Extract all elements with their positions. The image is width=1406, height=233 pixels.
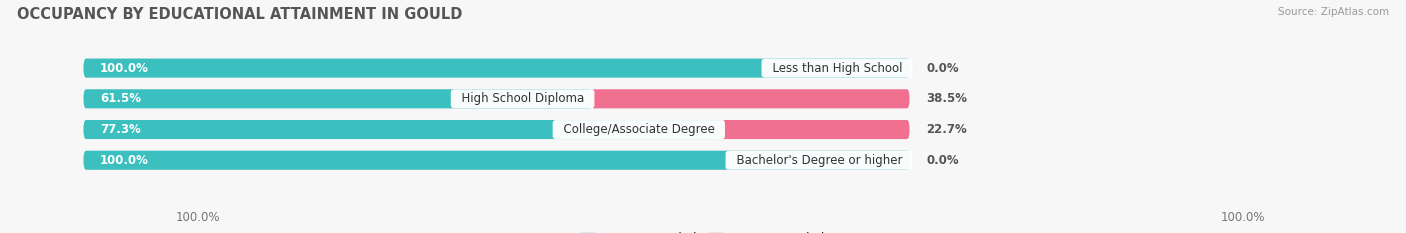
Text: 100.0%: 100.0% [1220, 211, 1265, 224]
FancyBboxPatch shape [83, 120, 723, 139]
FancyBboxPatch shape [83, 89, 592, 108]
Text: OCCUPANCY BY EDUCATIONAL ATTAINMENT IN GOULD: OCCUPANCY BY EDUCATIONAL ATTAINMENT IN G… [17, 7, 463, 22]
Text: 0.0%: 0.0% [927, 154, 959, 167]
Text: College/Associate Degree: College/Associate Degree [555, 123, 723, 136]
FancyBboxPatch shape [592, 89, 910, 108]
FancyBboxPatch shape [83, 120, 910, 139]
Text: 22.7%: 22.7% [927, 123, 967, 136]
Text: 100.0%: 100.0% [100, 154, 149, 167]
FancyBboxPatch shape [83, 58, 910, 78]
FancyBboxPatch shape [83, 58, 910, 78]
Text: 0.0%: 0.0% [927, 62, 959, 75]
Text: Bachelor's Degree or higher: Bachelor's Degree or higher [728, 154, 910, 167]
FancyBboxPatch shape [83, 151, 910, 170]
Text: 77.3%: 77.3% [100, 123, 141, 136]
Text: 100.0%: 100.0% [100, 62, 149, 75]
FancyBboxPatch shape [83, 151, 910, 170]
Text: 38.5%: 38.5% [927, 92, 967, 105]
Text: 61.5%: 61.5% [100, 92, 141, 105]
Text: Less than High School: Less than High School [765, 62, 910, 75]
FancyBboxPatch shape [723, 120, 910, 139]
Text: 100.0%: 100.0% [176, 211, 221, 224]
Legend: Owner-occupied, Renter-occupied: Owner-occupied, Renter-occupied [576, 228, 830, 233]
FancyBboxPatch shape [83, 89, 910, 108]
Text: High School Diploma: High School Diploma [454, 92, 592, 105]
Text: Source: ZipAtlas.com: Source: ZipAtlas.com [1278, 7, 1389, 17]
